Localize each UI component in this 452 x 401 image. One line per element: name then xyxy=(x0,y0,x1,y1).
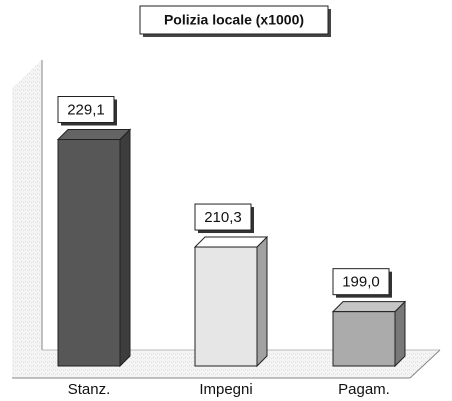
side-wall xyxy=(12,60,42,378)
bar-side xyxy=(119,128,131,368)
bar-top xyxy=(56,129,132,141)
value-label: 199,0 xyxy=(342,274,380,291)
x-tick-label: Stanz. xyxy=(68,381,111,398)
floor-side xyxy=(409,349,441,379)
value-label: 229,1 xyxy=(67,101,105,118)
x-tick-label: Impegni xyxy=(199,381,252,398)
title-box xyxy=(139,5,329,35)
bar xyxy=(194,246,258,367)
value-label-box xyxy=(194,203,252,231)
x-tick-label: Pagam. xyxy=(338,381,390,398)
bar-side xyxy=(394,300,406,368)
value-label-box xyxy=(332,268,390,296)
value-label: 210,3 xyxy=(204,209,242,226)
bar xyxy=(57,139,121,367)
bar-side xyxy=(256,235,268,368)
chart-title: Polizia locale (x1000) xyxy=(164,12,304,28)
value-label-box xyxy=(57,96,115,124)
bar xyxy=(332,311,396,367)
bar-top xyxy=(193,236,269,248)
bar-top xyxy=(331,301,407,313)
